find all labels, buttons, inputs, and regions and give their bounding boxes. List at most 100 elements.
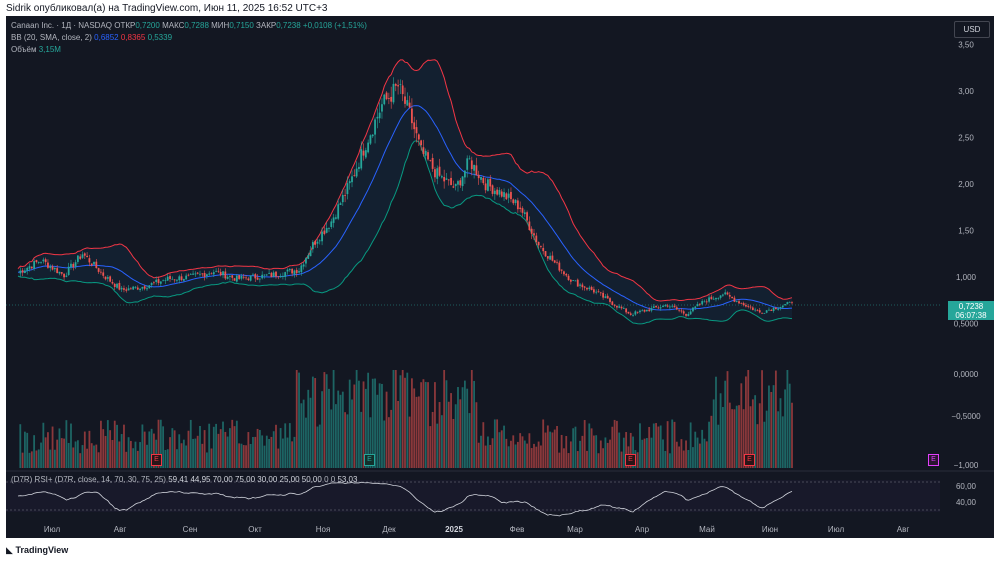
- volume-bar: [770, 391, 773, 468]
- earnings-marker-may[interactable]: E: [744, 454, 755, 466]
- earnings-marker-upcoming[interactable]: E: [928, 454, 939, 466]
- volume-bar: [252, 436, 254, 468]
- candle-body: [219, 271, 222, 276]
- volume-bar: [768, 385, 770, 468]
- volume-bar: [81, 445, 84, 468]
- candle-body: [180, 276, 183, 281]
- candle-body: [696, 304, 699, 307]
- candle-body: [397, 85, 399, 87]
- volume-bar: [459, 399, 462, 468]
- chart-canvas[interactable]: 3,50 3,00 2,50 2,00 1,50 1,000 0,5000 0,0000 −0,…: [6, 16, 994, 538]
- volume-bar: [622, 437, 625, 468]
- currency-button[interactable]: USD: [954, 21, 990, 38]
- candle-body: [705, 301, 708, 303]
- volume-bar: [579, 440, 581, 468]
- candle-body: [88, 258, 91, 263]
- candle-body: [109, 276, 112, 282]
- volume-bar: [705, 441, 708, 468]
- volume-bar: [53, 449, 56, 468]
- candle-body: [113, 283, 116, 287]
- candle-body: [60, 272, 63, 274]
- candle-body: [629, 313, 632, 315]
- earnings-marker-aug[interactable]: E: [151, 454, 162, 466]
- volume-bar: [784, 389, 786, 468]
- volume-bar: [392, 370, 395, 468]
- candle-body: [526, 212, 528, 221]
- volume-bar: [556, 426, 558, 468]
- candle-body: [245, 277, 247, 279]
- volume-bar: [390, 409, 393, 468]
- candle-body: [429, 159, 432, 161]
- candle-body: [645, 309, 648, 312]
- candle-body: [574, 280, 577, 282]
- candle-body: [72, 263, 75, 268]
- volume-bar: [781, 416, 784, 468]
- candle-body: [143, 286, 146, 289]
- candle-body: [242, 276, 245, 278]
- volume-bar: [194, 438, 197, 468]
- candle-body: [567, 275, 570, 281]
- candle-body: [26, 267, 29, 271]
- volume-bar: [692, 447, 694, 468]
- time-axis-label-8: Мар: [567, 525, 583, 534]
- volume-bar: [369, 417, 372, 468]
- volume-bar: [786, 370, 789, 468]
- candle-body: [751, 307, 754, 311]
- volume-bar: [429, 426, 432, 468]
- candle-body: [745, 304, 747, 307]
- candle-body: [657, 307, 660, 309]
- volume-bar: [715, 376, 717, 468]
- candle-body: [560, 269, 563, 271]
- rsi-legend[interactable]: (D7R) RSI+ (D7R, close, 14, 70, 30, 75, …: [11, 475, 357, 484]
- volume-bar: [496, 419, 499, 468]
- volume-bar: [475, 402, 478, 468]
- symbol-name[interactable]: Canaan Inc. · 1Д · NASDAQ: [11, 21, 113, 30]
- candle-body: [353, 175, 356, 177]
- candle-body: [678, 309, 681, 311]
- candle-body: [111, 282, 114, 284]
- time-axis-label-11: Июн: [762, 525, 778, 534]
- volume-bar: [277, 448, 280, 468]
- rsi-value-9: 0: [330, 475, 336, 484]
- candle-body: [417, 134, 420, 140]
- volume-bar: [411, 378, 413, 468]
- volume-bar: [233, 426, 236, 468]
- volume-bar: [779, 398, 782, 468]
- candle-body: [334, 217, 337, 219]
- chart-area[interactable]: 3,50 3,00 2,50 2,00 1,50 1,000 0,5000 0,0000 −0,…: [6, 16, 994, 538]
- high-label: МАКС: [162, 21, 185, 30]
- volume-bar: [143, 431, 146, 468]
- candle-body: [763, 313, 766, 314]
- earnings-marker-mar[interactable]: E: [625, 454, 636, 466]
- volume-bar: [358, 380, 360, 468]
- candle-body: [422, 147, 425, 155]
- volume-bar: [540, 445, 542, 468]
- volume-bar: [70, 423, 72, 468]
- bb-legend[interactable]: BB (20, SMA, close, 2) 0,6852 0,8365 0,5…: [11, 33, 172, 42]
- candle-body: [687, 314, 690, 317]
- volume-bar: [563, 448, 565, 468]
- volume-bar: [56, 439, 59, 468]
- volume-bar: [427, 382, 429, 468]
- candle-body: [102, 272, 105, 276]
- volume-bar: [348, 379, 351, 468]
- volume-bar: [337, 390, 340, 468]
- volume-bar: [708, 421, 710, 468]
- candle-body: [146, 288, 148, 290]
- candle-body: [528, 221, 531, 231]
- candle-body: [719, 295, 722, 298]
- candle-body: [450, 177, 452, 186]
- candle-body: [694, 306, 697, 309]
- rsi-value-7: 50,00: [301, 475, 322, 484]
- volume-bar: [669, 453, 671, 468]
- candle-body: [390, 96, 393, 102]
- volume-legend[interactable]: Объём 3,15M: [11, 45, 61, 54]
- volume-bar: [510, 440, 512, 468]
- volume-bar: [666, 421, 669, 468]
- rsi-value-2: 44,95: [190, 475, 211, 484]
- volume-bar: [724, 380, 727, 468]
- brand-footer[interactable]: ◣ TradingView: [6, 545, 68, 556]
- candle-body: [44, 259, 47, 263]
- candle-body: [49, 266, 52, 268]
- earnings-marker-dec[interactable]: E: [364, 454, 375, 466]
